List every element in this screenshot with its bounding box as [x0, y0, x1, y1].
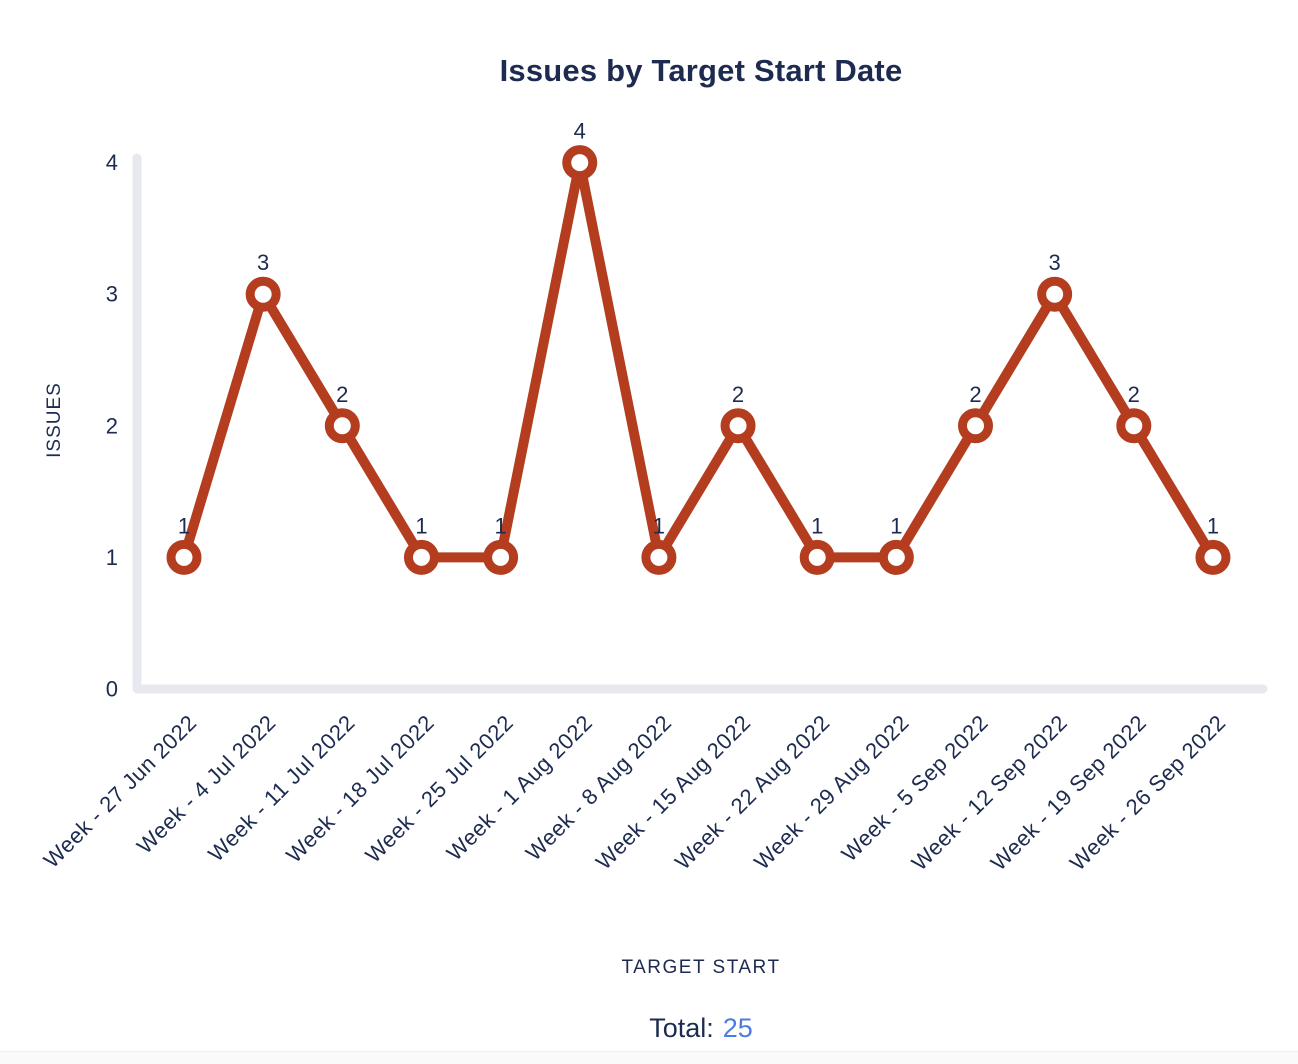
panel-bottom-edge: [0, 1051, 1298, 1064]
x-tick-label: Week - 25 Jul 2022: [360, 710, 518, 868]
data-point-marker[interactable]: [562, 145, 598, 181]
data-point-marker[interactable]: [245, 276, 281, 312]
x-tick-label: Week - 15 Aug 2022: [591, 710, 756, 875]
data-point-marker[interactable]: [720, 408, 756, 444]
x-tick-label: Week - 11 Jul 2022: [203, 710, 360, 867]
x-axis-title: TARGET START: [621, 957, 781, 978]
total-value-link[interactable]: 25: [722, 1013, 753, 1043]
point-value-label: 1: [415, 513, 427, 538]
point-value-label: 2: [969, 382, 981, 407]
y-axis-title: ISSUES: [44, 382, 65, 458]
axis-line: [132, 153, 1268, 694]
point-value-label: 2: [1128, 382, 1140, 407]
y-tick-label: 0: [106, 677, 118, 702]
data-point-marker[interactable]: [166, 539, 202, 575]
data-point-marker[interactable]: [641, 539, 677, 575]
data-point-marker[interactable]: [1116, 408, 1152, 444]
x-tick-label: Week - 18 Jul 2022: [281, 710, 439, 868]
series-line: [179, 157, 1218, 563]
point-value-label: 1: [653, 513, 665, 538]
total-label: Total:: [649, 1013, 714, 1043]
point-value-label: 3: [257, 250, 269, 275]
x-tick-label: Week - 4 Jul 2022: [132, 710, 281, 859]
x-tick-label: Week - 29 Aug 2022: [749, 710, 914, 875]
x-tick-label: Week - 27 Jun 2022: [39, 710, 202, 873]
point-value-label: 1: [1207, 513, 1219, 538]
point-value-label: 1: [890, 513, 902, 538]
point-value-label: 1: [811, 513, 823, 538]
x-tick-label: Week - 12 Sep 2022: [907, 710, 1073, 876]
data-point-marker[interactable]: [799, 539, 835, 575]
x-tick-label: Week - 5 Sep 2022: [836, 710, 993, 867]
x-tick-label: Week - 1 Aug 2022: [442, 710, 598, 866]
x-tick-label: Week - 22 Aug 2022: [670, 710, 835, 875]
point-value-label: 2: [336, 382, 348, 407]
data-point-marker[interactable]: [958, 408, 993, 444]
data-point-marker[interactable]: [1037, 276, 1073, 312]
chart-title: Issues by Target Start Date: [499, 53, 903, 88]
data-point-marker[interactable]: [324, 408, 360, 444]
point-value-label: 1: [494, 513, 506, 538]
y-tick-label: 1: [106, 545, 118, 570]
x-tick-label: Week - 8 Aug 2022: [521, 710, 677, 866]
point-value-label: 2: [732, 382, 744, 407]
point-value-label: 1: [178, 513, 190, 538]
x-tick-label: Week - 19 Sep 2022: [986, 710, 1152, 876]
data-point-marker[interactable]: [403, 539, 439, 575]
y-tick-label: 3: [106, 282, 118, 307]
x-tick-label: Week - 26 Sep 2022: [1065, 710, 1231, 876]
y-tick-label: 4: [106, 150, 118, 175]
data-point-marker[interactable]: [1195, 539, 1231, 575]
total-line: Total: 25: [104, 1013, 1298, 1044]
data-point-marker[interactable]: [878, 539, 914, 575]
point-value-label: 3: [1049, 250, 1061, 275]
y-tick-label: 2: [106, 413, 118, 438]
point-value-label: 4: [574, 119, 586, 144]
data-point-marker[interactable]: [483, 539, 519, 575]
